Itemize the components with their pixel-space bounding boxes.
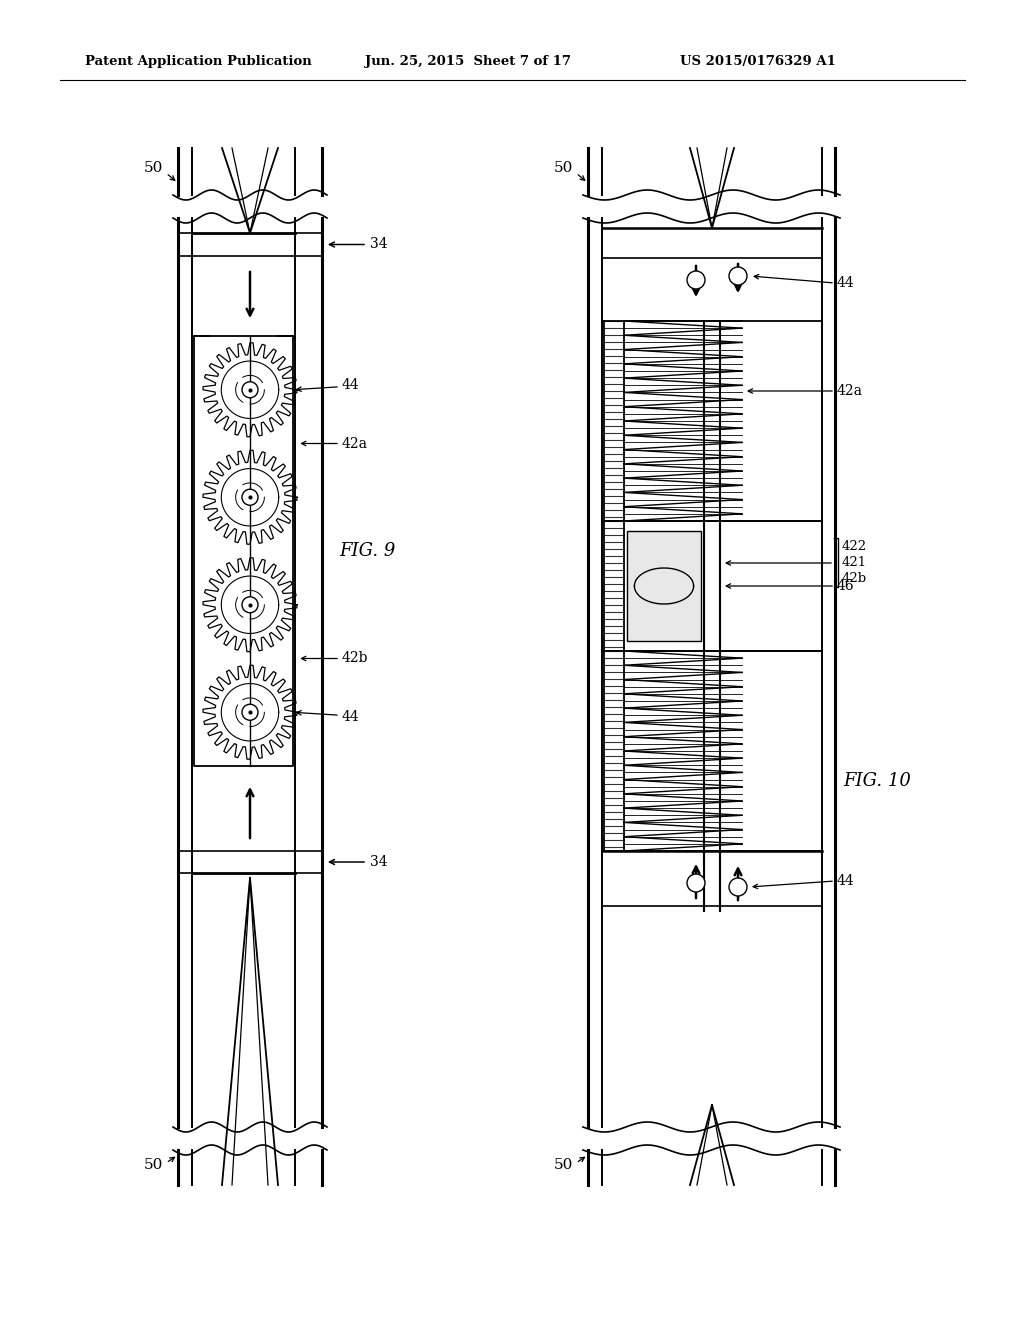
Text: 50: 50: [143, 161, 163, 176]
Text: 44: 44: [837, 874, 855, 888]
Text: 50: 50: [554, 1158, 573, 1172]
Text: Patent Application Publication: Patent Application Publication: [85, 55, 311, 69]
Text: 42a: 42a: [837, 384, 863, 399]
Text: 44: 44: [342, 378, 359, 392]
Circle shape: [242, 381, 258, 397]
Circle shape: [729, 267, 746, 285]
Text: FIG. 10: FIG. 10: [843, 772, 911, 789]
Bar: [627, 531, 701, 642]
Text: 44: 44: [342, 710, 359, 725]
Circle shape: [687, 874, 705, 892]
Text: FIG. 9: FIG. 9: [339, 543, 395, 560]
Circle shape: [242, 705, 258, 721]
Bar: [194, 337, 293, 766]
Text: US 2015/0176329 A1: US 2015/0176329 A1: [680, 55, 836, 69]
Text: 422: 422: [842, 540, 867, 553]
Text: 42b: 42b: [842, 573, 867, 586]
Circle shape: [242, 490, 258, 506]
Text: 42b: 42b: [342, 652, 369, 665]
Text: 50: 50: [143, 1158, 163, 1172]
Text: 42a: 42a: [342, 437, 368, 450]
Circle shape: [242, 597, 258, 612]
Text: 421: 421: [842, 557, 867, 569]
Text: Jun. 25, 2015  Sheet 7 of 17: Jun. 25, 2015 Sheet 7 of 17: [365, 55, 571, 69]
Text: 50: 50: [554, 161, 573, 176]
Circle shape: [687, 271, 705, 289]
Text: 44: 44: [837, 276, 855, 290]
Text: 34: 34: [370, 238, 388, 252]
Circle shape: [729, 878, 746, 896]
Text: 34: 34: [370, 855, 388, 869]
Text: 46: 46: [837, 579, 855, 593]
